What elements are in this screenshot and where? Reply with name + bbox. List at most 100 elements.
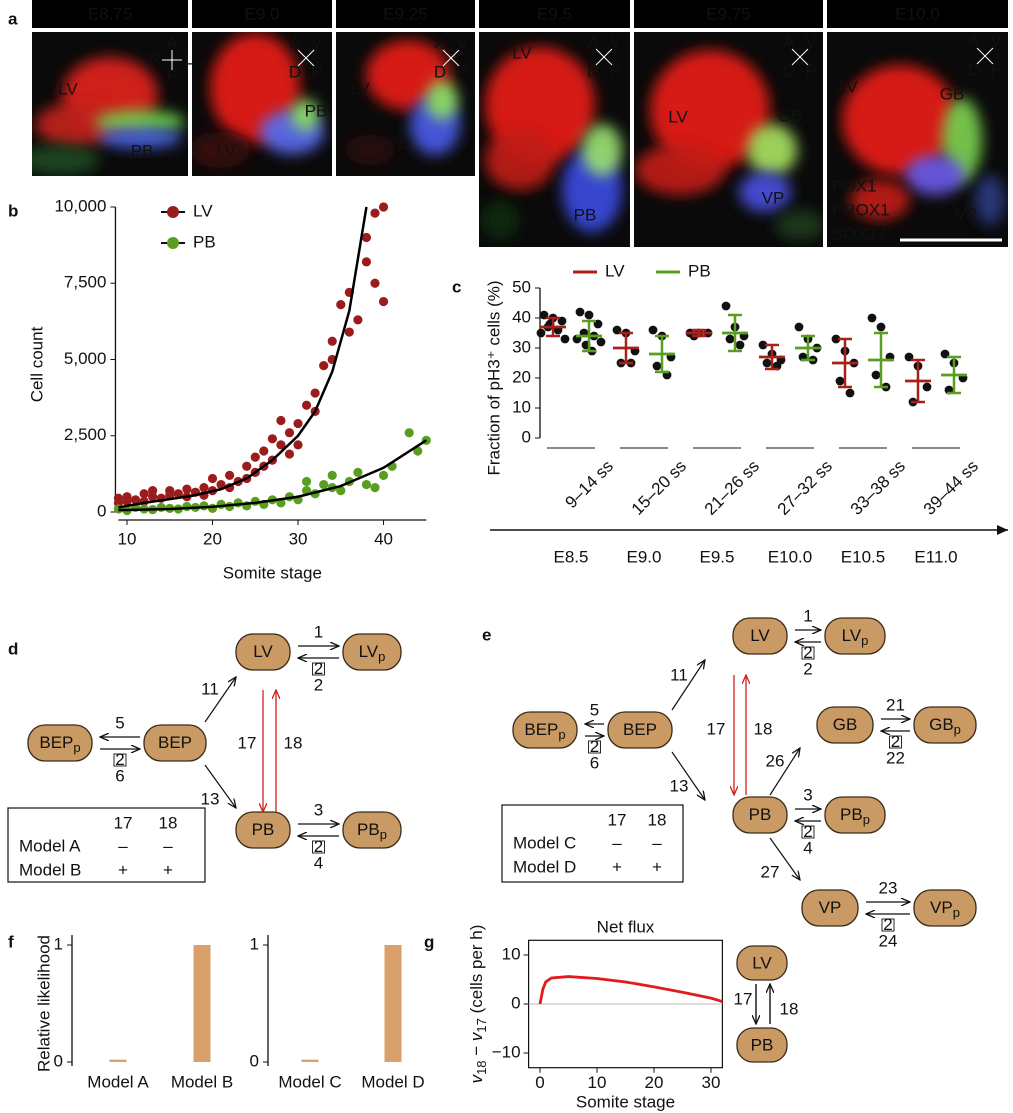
region-label: PB [305,101,328,120]
stain [485,130,555,190]
node-label: GB [833,715,858,734]
transition-arrow [671,751,705,800]
node-name: LV [359,642,379,661]
x-tick-label: Model C [278,1072,341,1091]
data-point [652,361,662,371]
rate-label: 3 [803,785,812,804]
y-tick-label: 20 [512,367,531,386]
rate-box [113,753,127,767]
channel-label: PDX1 [832,176,876,195]
data-point [139,489,149,499]
orientation-label: D [783,61,795,80]
node [512,711,578,749]
data-point [876,322,886,332]
x-tick-label: 30 [289,529,308,548]
rate-label: 11 [670,665,688,684]
rate-label: 11 [201,679,219,698]
y-tick-label: 2,500 [64,425,107,444]
micrograph [634,32,823,247]
node [342,633,402,671]
data-point [867,313,877,323]
x-tick-label: Model A [87,1072,149,1091]
data-point [794,322,804,332]
data-point [831,334,841,344]
data-point [130,495,141,505]
node [235,633,291,671]
table-cell: + [118,860,128,879]
stain [32,145,100,175]
data-point [276,415,286,426]
exchange-label: 18 [284,733,303,752]
rate-box [588,740,601,754]
stage-header [634,0,823,28]
node [143,724,207,762]
table-cell: + [163,860,173,879]
data-point [301,476,312,487]
y-tick-label: 30 [512,337,531,356]
x-tick-label: 30 [702,1073,721,1092]
rate-box [801,646,815,660]
y-axis-label-part: 17 [474,1018,489,1032]
node [736,945,788,981]
stage-header [32,0,188,28]
node [732,617,788,655]
table-header: 17 [608,810,627,829]
node [27,724,93,762]
data-point [319,361,329,371]
data-point [353,315,363,325]
data-point [173,489,183,499]
rate-label: 6 [590,753,599,772]
orientation-label: V [311,33,323,52]
y-tick-label: 10,000 [54,196,106,215]
orientation-label: D [968,60,980,79]
region-label: LV [512,43,532,62]
rate-label: 1 [803,606,812,625]
orientation-label: D [289,62,301,81]
y-axis-label-part: − [467,1041,486,1060]
data-point [536,328,546,338]
table-row-label: Model B [19,860,81,879]
data-point [762,358,772,368]
node-name: VP [930,898,953,917]
x-tick-label: 20 [645,1073,664,1092]
node [913,706,977,744]
node-label: BEPp [524,720,565,742]
rate-box [312,662,325,676]
node-subscript: p [558,727,565,742]
table-cell: – [118,836,128,855]
table-cell: – [163,836,173,855]
x-tick-label: Model B [171,1072,233,1091]
y-tick-label: −10 [492,1042,521,1061]
legend-label: LV [193,201,213,220]
data-point [225,470,235,480]
stage-header [479,0,630,28]
chart-title: Net flux [597,917,655,936]
data-point [182,501,192,512]
panel-label: a [8,9,18,28]
data-point [207,503,218,513]
table-header: 18 [648,810,667,829]
node-label: BEP [623,720,657,739]
data-point [370,208,380,218]
rate-label: 24 [879,931,898,950]
rate-box-label: 2 [314,659,323,678]
node-name: GB [833,715,858,734]
stage-label: E9.0 [627,547,662,566]
fit-curve [118,439,427,512]
data-point [156,502,166,513]
rate-label: 13 [670,776,689,795]
node-label: VPp [930,898,960,920]
node [801,889,859,927]
region-label: PB [387,134,410,153]
data-point [242,461,252,471]
node-name: PB [357,820,380,839]
data-point [276,440,286,450]
node-name: BEP [524,720,558,739]
x-tick-label: 33–38 ss [847,457,909,519]
axis-cross [442,49,460,67]
y-axis-label-part: v [467,1031,486,1041]
stage-label: E8.75 [88,4,132,23]
orientation-label: D [434,62,446,81]
data-point [284,428,295,438]
node-name: PB [840,805,863,824]
